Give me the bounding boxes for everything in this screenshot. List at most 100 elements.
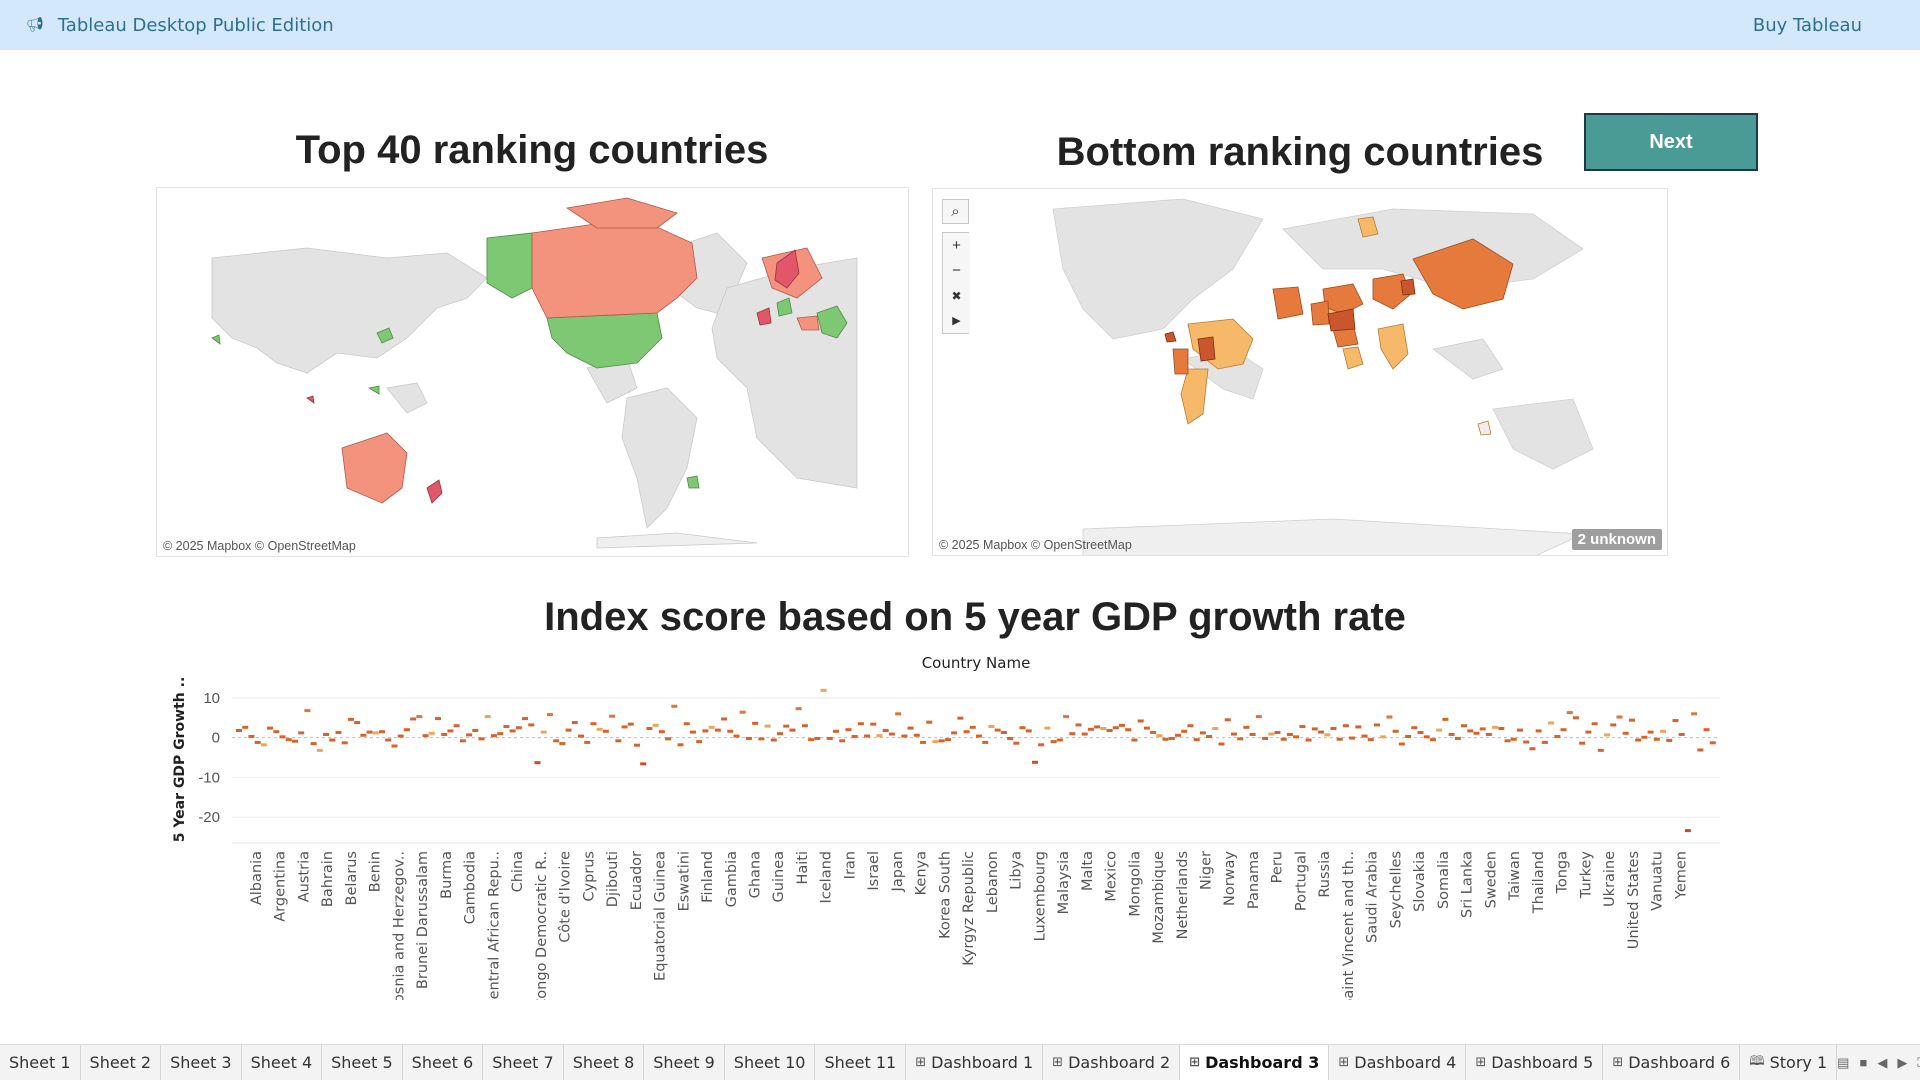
data-point [671,704,678,708]
data-point [1510,737,1517,741]
tab-dashboard-4[interactable]: ⊞ Dashboard 4 [1329,1045,1467,1080]
data-point [944,738,951,742]
data-point [1187,724,1194,728]
buy-tableau-link[interactable]: Buy Tableau [1752,14,1862,36]
tab-sheet-5[interactable]: Sheet 5 [322,1045,403,1080]
fullscreen-icon[interactable]: ⛶ [1917,1055,1920,1071]
data-point [472,728,479,732]
data-point [522,717,529,721]
tab-dashboard-2[interactable]: ⊞ Dashboard 2 [1043,1045,1181,1080]
zoom-in-icon[interactable]: + [943,233,970,258]
data-point [1249,732,1256,736]
x-tick-label: Gambia [724,851,740,907]
show-tabs-icon[interactable]: ■ [1859,1055,1868,1070]
data-point [895,712,902,716]
x-tick-label: Israel [866,851,882,891]
show-filmstrip-icon[interactable]: ▤ [1837,1054,1850,1070]
data-point [658,730,665,734]
data-point [640,762,647,766]
data-point [1087,727,1094,731]
tab-dashboard-1[interactable]: ⊞ Dashboard 1 [906,1045,1044,1080]
data-point [920,740,927,744]
data-point [1168,736,1175,740]
tab-dashboard-5[interactable]: ⊞ Dashboard 5 [1466,1045,1604,1080]
data-point [1628,718,1635,722]
data-point [1610,723,1617,727]
data-point [1442,717,1449,721]
tab-sheet-10[interactable]: Sheet 10 [725,1045,816,1080]
dashboard-icon: ⊞ [1612,1055,1624,1070]
data-point [1579,741,1586,745]
unknown-badge[interactable]: 2 unknown [1571,529,1662,550]
chart-title: Index score based on 5 year GDP growth r… [544,595,1406,639]
data-point [1112,726,1119,730]
data-point [882,728,889,732]
tab-dashboard-6[interactable]: ⊞ Dashboard 6 [1603,1045,1741,1080]
x-tick-label: Panama [1246,851,1262,909]
data-point [832,729,839,733]
x-tick-label: Brunei Darussalam [415,851,431,989]
y-tick-label: 0 [212,730,220,747]
data-point [976,734,982,738]
data-point [1405,734,1412,738]
tab-sheet-2[interactable]: Sheet 2 [81,1045,162,1080]
x-tick-label: Japan [890,851,906,892]
data-point [1019,726,1026,730]
data-point [1150,730,1157,734]
data-point [584,740,591,744]
x-tick-label: Mozambique [1151,851,1167,944]
data-point [366,730,373,734]
tab-story-1[interactable]: 🕮︎ Story 1 [1740,1045,1838,1080]
prev-sheet-icon[interactable]: ◀ [1877,1054,1888,1070]
next-button[interactable]: Next [1584,113,1758,171]
map-toolbar: ⌕ + − ✖ ▶ [942,199,970,334]
map-zoom-controls: + − ✖ ▶ [942,232,970,334]
x-tick-label: Portugal [1293,851,1309,911]
data-point [1293,735,1300,739]
x-tick-label: Korea South [937,851,953,939]
data-point [938,739,945,743]
zoom-out-icon[interactable]: − [943,258,970,283]
data-point [733,734,740,738]
tab-sheet-3[interactable]: Sheet 3 [161,1045,242,1080]
tab-sheet-6[interactable]: Sheet 6 [403,1045,484,1080]
bottom-map-svg [1052,198,1594,555]
bottom-countries-map[interactable]: ⌕ + − ✖ ▶ © 2025 Mapbox © OpenStreetMap … [932,188,1668,556]
tab-sheet-4[interactable]: Sheet 4 [242,1045,323,1080]
expand-arrow-icon[interactable]: ▶ [943,308,970,333]
tab-label: Sheet 3 [170,1053,232,1072]
data-point [764,724,771,728]
next-sheet-icon[interactable]: ▶ [1897,1054,1908,1070]
tab-dashboard-3[interactable]: ⊞ Dashboard 3 [1180,1045,1330,1080]
data-point [646,727,653,731]
data-point [1604,733,1611,737]
top-map-svg [211,197,858,549]
data-point [478,737,485,741]
x-tick-label: Taiwan [1507,851,1523,901]
data-point [876,734,883,738]
data-point [1523,740,1530,744]
x-tick-label: Djibouti [605,851,621,907]
tab-sheet-1[interactable]: Sheet 1 [0,1045,81,1080]
search-icon[interactable]: ⌕ [942,199,969,224]
tab-sheet-11[interactable]: Sheet 11 [815,1045,907,1080]
tab-label: Sheet 6 [411,1053,474,1072]
x-tick-label: Slovakia [1412,851,1428,912]
x-tick-label: Malaysia [1056,851,1072,914]
tab-label: Dashboard 5 [1491,1053,1594,1072]
data-point [926,720,933,724]
data-point [845,728,852,732]
data-point [901,734,908,738]
tab-sheet-8[interactable]: Sheet 8 [564,1045,645,1080]
data-point [1336,737,1343,741]
data-point [814,736,821,740]
data-point [1330,727,1337,731]
data-point [1641,735,1648,739]
data-point [1318,730,1325,734]
megaphone-icon: 📢︎ [26,17,44,33]
tab-sheet-9[interactable]: Sheet 9 [644,1045,725,1080]
data-point [1224,718,1231,722]
top-countries-map[interactable]: © 2025 Mapbox © OpenStreetMap [156,187,909,557]
tab-sheet-7[interactable]: Sheet 7 [483,1045,564,1080]
reset-map-icon[interactable]: ✖ [943,283,970,308]
